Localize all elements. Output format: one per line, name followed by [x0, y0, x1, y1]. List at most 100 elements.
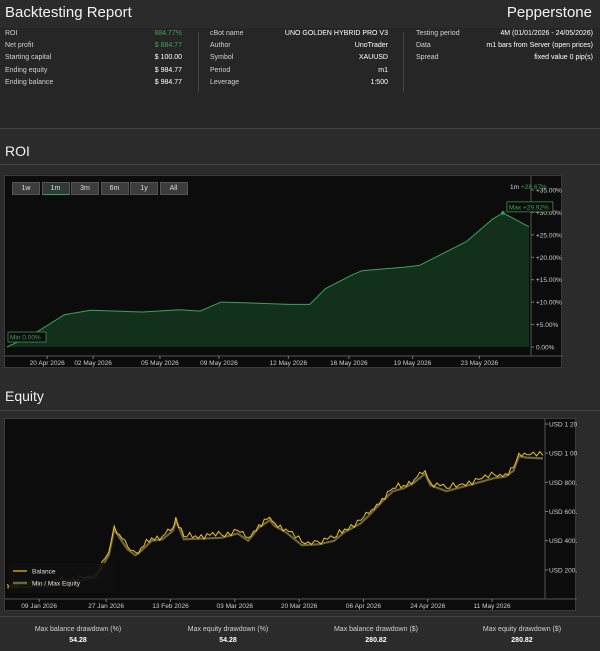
stat-value: 884.77%: [154, 30, 182, 37]
x-tick-label: 11 May 2026: [474, 603, 511, 610]
stat-label: Starting capital: [5, 54, 52, 62]
y-tick-label: +25.00%: [536, 232, 562, 239]
stat-row: Testing period 4M (01/01/2026 - 24/05/202…: [416, 28, 593, 40]
max-label-box: [506, 201, 554, 213]
equity-section-title: Equity: [5, 388, 44, 404]
roi-area: [7, 212, 529, 347]
x-tick-label: 13 Feb 2026: [152, 603, 189, 610]
range-button-1m[interactable]: 1m: [41, 182, 70, 195]
stats-panel: [0, 28, 600, 128]
stats-divider: [403, 32, 404, 92]
stat-value: fixed value 0 pip(s): [534, 54, 593, 62]
stat-row: Period m1: [210, 65, 388, 77]
min-label: Min 0.00%: [10, 335, 41, 342]
stat-row: Author UnoTrader: [210, 40, 388, 52]
stat-label: Ending equity: [5, 66, 48, 74]
stat-row: Data m1 bars from Server (open prices): [416, 40, 593, 52]
stats-column-test: Testing period 4M (01/01/2026 - 24/05/202…: [416, 28, 593, 65]
y-tick-label: USD 400.00: [549, 538, 577, 545]
x-tick-label: 23 May 2026: [461, 360, 499, 367]
stat-value: 4M (01/01/2026 - 24/05/2026): [500, 30, 593, 37]
roi-chart-canvas: +35.00% +30.00% +25.00% +20.00% +15.00% +10.0…: [5, 176, 563, 367]
drawdown-label: Max equity drawdown (%): [187, 626, 269, 633]
max-marker: [501, 211, 505, 215]
stat-value: m1: [378, 66, 388, 74]
x-tick-label: 20 Mar 2026: [281, 603, 318, 610]
stat-label: Spread: [416, 54, 439, 62]
y-tick-label: USD 200.00: [549, 567, 577, 574]
y-tick-label: +15.00%: [536, 277, 562, 284]
stat-row: Leverage 1:500: [210, 77, 388, 89]
stat-label: Data: [416, 42, 431, 50]
chart-legend: Balance Min / Max Equity: [9, 563, 113, 593]
stat-label: ROI: [5, 30, 18, 37]
stat-value: 1:500: [370, 78, 388, 86]
legend-background: [9, 563, 113, 593]
stat-label: Symbol: [210, 54, 234, 62]
stat-value: $ 884.77: [154, 42, 182, 50]
x-tick-label: 02 May 2026: [74, 360, 112, 367]
drawdown-stat: Max balance drawdown ($) 280.82: [311, 626, 441, 644]
roi-line: [6, 212, 530, 348]
section-divider: [0, 128, 600, 129]
stat-label: Leverage: [210, 78, 240, 86]
drawdown-label: Max balance drawdown (%): [34, 626, 122, 633]
stat-row: Ending equity $ 984.77: [5, 65, 182, 77]
section-divider: [0, 616, 600, 617]
stat-label: cBot name: [210, 30, 244, 37]
range-button-all[interactable]: All: [159, 182, 188, 195]
x-tick-label: 09 May 2026: [200, 360, 238, 367]
stat-label: Testing period: [416, 30, 460, 37]
drawdown-value: 54.28: [219, 637, 237, 644]
range-button-1w[interactable]: 1w: [12, 182, 40, 195]
y-tick-label: +5.00%: [536, 322, 558, 329]
max-label: Max +29.92%: [509, 204, 549, 211]
x-tick-label: 20 Apr 2026: [30, 360, 65, 367]
stat-value: UNO GOLDEN HYBRID PRO V3: [284, 30, 388, 37]
range-button-1y[interactable]: 1y: [130, 182, 158, 195]
stat-row: Symbol XAUUSD: [210, 52, 388, 64]
stats-column-bot: cBot name UNO GOLDEN HYBRID PRO V3 Author U…: [210, 28, 388, 89]
section-divider: [0, 164, 600, 165]
drawdown-value: 280.82: [511, 637, 533, 644]
roi-chart[interactable]: +35.00% +30.00% +25.00% +20.00% +15.00% +10.0…: [4, 175, 563, 368]
drawdown-label: Max balance drawdown ($): [333, 626, 419, 633]
y-tick-label: USD 600.00: [549, 509, 577, 516]
range-button-6m[interactable]: 6m: [100, 182, 129, 195]
y-tick-label: +10.00%: [536, 300, 562, 307]
x-tick-label: 06 Apr 2026: [346, 603, 381, 610]
stat-value: $ 984.77: [154, 78, 182, 86]
legend-label: Balance: [32, 569, 56, 576]
stat-row: Starting capital $ 100.00: [5, 52, 182, 64]
y-tick-label: +30.00%: [536, 210, 562, 217]
stat-row: Net profit $ 884.77: [5, 40, 182, 52]
broker-brand: Pepperstone: [506, 4, 592, 21]
y-tick-label: USD 1 000.00: [549, 451, 577, 458]
y-tick-label: +35.00%: [536, 188, 562, 195]
stat-label: Period: [210, 66, 231, 74]
drawdown-value: 54.28: [69, 637, 87, 644]
stat-value: $ 100.00: [154, 54, 182, 62]
drawdown-stat: Max equity drawdown (%) 54.28: [163, 626, 293, 644]
stat-row: cBot name UNO GOLDEN HYBRID PRO V3: [210, 28, 388, 40]
range-button-3m[interactable]: 3m: [71, 182, 99, 195]
y-tick-label: 0.00%: [536, 345, 555, 352]
stat-row: Spread fixed value 0 pip(s): [416, 52, 593, 64]
stat-row: ROI 884.77%: [5, 28, 182, 40]
x-tick-label: 03 Mar 2026: [217, 603, 254, 610]
stats-divider: [198, 32, 199, 92]
min-label-box: [7, 331, 47, 343]
x-tick-label: 05 May 2026: [141, 360, 179, 367]
section-divider: [0, 410, 600, 411]
legend-label: Min / Max Equity: [32, 581, 81, 588]
x-tick-label: 16 May 2026: [330, 360, 368, 367]
equity-chart-canvas: USD 1 200.00 USD 1 000.00 USD 800.00 USD 60…: [5, 419, 577, 610]
equity-chart[interactable]: USD 1 200.00 USD 1 000.00 USD 800.00 USD 60…: [4, 418, 577, 611]
x-tick-label: 09 Jan 2026: [21, 603, 57, 610]
stat-value: XAUUSD: [358, 54, 388, 62]
x-tick-label: 27 Jan 2026: [88, 603, 124, 610]
stat-label: Author: [210, 42, 231, 50]
stat-value: $ 984.77: [154, 66, 182, 74]
min-max-equity-series: [6, 454, 544, 589]
stats-column-performance: ROI 884.77% Net profit $ 884.77 Starting cap…: [5, 28, 182, 89]
